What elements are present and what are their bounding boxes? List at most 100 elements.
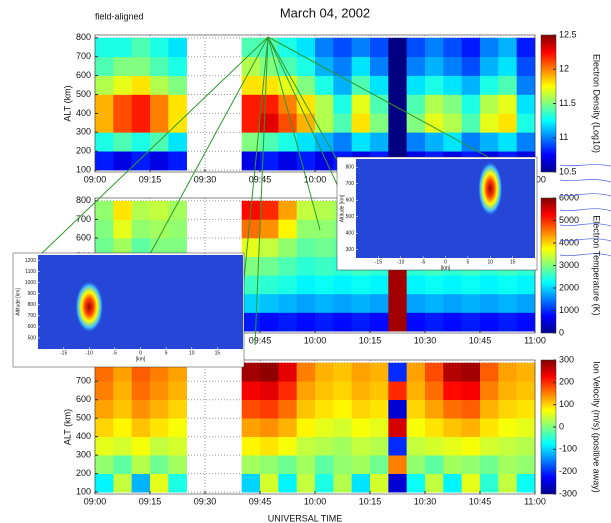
- heatmap-cell: [425, 37, 444, 58]
- heatmap-cell: [131, 381, 151, 401]
- x-tick-label: 10:15: [359, 496, 382, 506]
- x-axis-title: UNIVERSAL TIME: [268, 513, 343, 523]
- heatmap-cell: [351, 399, 371, 419]
- heatmap-cell: [443, 436, 462, 456]
- heatmap-cell: [278, 312, 297, 332]
- heatmap-cell: [461, 37, 481, 58]
- heatmap-cell: [315, 238, 334, 257]
- heatmap-cell: [278, 293, 297, 313]
- heatmap-cell: [516, 436, 536, 456]
- heatmap-cell: [241, 238, 261, 257]
- heatmap-cell: [260, 200, 279, 220]
- heatmap-cell: [498, 436, 517, 456]
- heatmap-cell: [333, 418, 352, 438]
- inset-x-tick-label: 15: [510, 259, 516, 265]
- heatmap-cell: [498, 418, 517, 438]
- heatmap-cell: [480, 113, 499, 133]
- heatmap-cell: [296, 275, 316, 295]
- inset-x-tick-label: -5: [421, 259, 426, 265]
- heatmap-cell: [388, 362, 407, 382]
- y-tick-label: 100: [76, 487, 91, 497]
- heatmap-cell: [388, 436, 407, 456]
- heatmap-cell: [168, 455, 187, 474]
- y-tick-label: 100: [76, 164, 91, 174]
- heatmap-cell: [315, 418, 334, 438]
- heatmap-cell: [278, 113, 297, 133]
- heatmap-cell: [241, 381, 261, 401]
- inset-x-tick-label: -15: [375, 259, 382, 265]
- heatmap-cell: [150, 75, 169, 95]
- heatmap-cell: [150, 238, 169, 257]
- heatmap-cell: [168, 56, 187, 76]
- x-tick-label: 11:00: [524, 335, 546, 345]
- heatmap-cell: [461, 312, 481, 332]
- y-tick-label: 800: [76, 32, 91, 42]
- heatmap-cell: [480, 418, 499, 438]
- heatmap-cell: [296, 312, 316, 332]
- inset-hotspot: [477, 160, 503, 217]
- heatmap-cell: [260, 132, 279, 152]
- y-tick-label: 800: [76, 195, 91, 205]
- heatmap-cell: [113, 132, 132, 152]
- colorbar-title: Ion Velocity (m/s) (positive away): [592, 361, 602, 493]
- heatmap-cell: [516, 293, 536, 313]
- heatmap-cell: [95, 473, 114, 493]
- heatmap-cell: [388, 94, 407, 114]
- inset-x-title: [km]: [136, 356, 146, 362]
- heatmap-cell: [296, 399, 316, 419]
- heatmap-cell: [95, 200, 114, 220]
- connector-line: [267, 36, 351, 213]
- heatmap-cell: [333, 275, 352, 295]
- heatmap-cell: [315, 312, 334, 332]
- heatmap-cell: [113, 94, 132, 114]
- heatmap-cell: [425, 94, 444, 114]
- heatmap-cell: [461, 455, 481, 474]
- heatmap-cell: [425, 381, 444, 401]
- heatmap-cell: [131, 362, 151, 382]
- heatmap-cell: [168, 219, 187, 239]
- heatmap-cell: [131, 94, 151, 114]
- heatmap-cell: [351, 113, 371, 133]
- heatmap-cell: [388, 312, 407, 332]
- heatmap-cell: [461, 418, 481, 438]
- heatmap-cell: [260, 75, 279, 95]
- heatmap-cell: [113, 75, 132, 95]
- heatmap-cell: [480, 132, 499, 152]
- heatmap-cell: [351, 56, 371, 76]
- heatmap-cell: [150, 455, 169, 474]
- connector-line: [254, 36, 269, 346]
- heatmap-cell: [516, 275, 536, 295]
- heatmap-cell: [370, 113, 389, 133]
- heatmap-cell: [516, 56, 536, 76]
- heatmap-cell: [406, 132, 426, 152]
- heatmap-cell: [278, 256, 297, 276]
- heatmap-cell: [241, 312, 261, 332]
- heatmap-cell: [241, 56, 261, 76]
- heatmap-cell: [260, 94, 279, 114]
- heatmap-cell: [406, 473, 426, 493]
- heatmap-cell: [425, 132, 444, 152]
- heatmap-cell: [296, 56, 316, 76]
- heatmap-cell: [443, 455, 462, 474]
- colorbar-tick-label: 0: [559, 327, 564, 337]
- heatmap-cell: [480, 362, 499, 382]
- heatmap-cell: [296, 293, 316, 313]
- heatmap-cell: [498, 94, 517, 114]
- inset: -15 -10 -5 0 5 10 15 300 400 500 600 700 800 [km] Alti…: [336, 156, 538, 271]
- heatmap-cell: [425, 113, 444, 133]
- heatmap-cell: [425, 418, 444, 438]
- heatmap-cell: [150, 399, 169, 419]
- heatmap-cell: [315, 94, 334, 114]
- heatmap-cell: [315, 436, 334, 456]
- heatmap-cell: [406, 362, 426, 382]
- heatmap-cell: [406, 455, 426, 474]
- colorbar-tick-label: 12: [559, 64, 569, 74]
- profile-line: [559, 164, 611, 167]
- heatmap-cell: [480, 37, 499, 58]
- heatmap-cell: [498, 132, 517, 152]
- heatmap-cell: [406, 399, 426, 419]
- inset-y-tick-label: 400: [346, 231, 355, 237]
- heatmap-cell: [131, 436, 151, 456]
- heatmap-cell: [131, 238, 151, 257]
